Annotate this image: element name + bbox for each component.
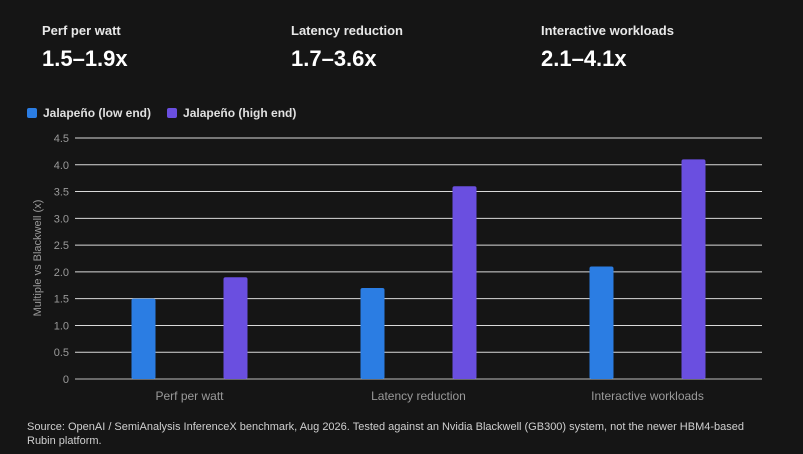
y-tick-label: 4.0 — [54, 160, 69, 172]
y-tick-label: 3.5 — [54, 187, 69, 199]
bar — [589, 266, 614, 379]
stat-value: 1.7–3.6x — [291, 46, 377, 71]
y-tick-label: 4.5 — [54, 133, 69, 145]
x-tick-label: Interactive workloads — [591, 389, 704, 403]
y-axis-label: Multiple vs Blackwell (x) — [32, 200, 44, 317]
stat-label: Interactive workloads — [541, 23, 674, 38]
y-tick-label: 2.5 — [54, 240, 69, 252]
y-tick-label: 1.5 — [54, 294, 69, 306]
stat-latency-reduction: Latency reduction 1.7–3.6x — [291, 22, 403, 72]
bar — [452, 186, 477, 379]
source-note: Source: OpenAI / SemiAnalysis InferenceX… — [27, 421, 744, 447]
legend-label: Jalapeño (high end) — [183, 106, 297, 120]
chart-legend: Jalapeño (low end) Jalapeño (high end) — [27, 106, 296, 120]
legend-item-low-end: Jalapeño (low end) — [27, 106, 151, 120]
y-tick-label: 1.0 — [54, 320, 69, 332]
x-tick-label: Latency reduction — [371, 389, 466, 403]
stat-interactive-workloads: Interactive workloads 2.1–4.1x — [541, 22, 674, 72]
stat-value: 2.1–4.1x — [541, 46, 627, 71]
x-tick-label: Perf per watt — [155, 389, 224, 403]
stats-row: Perf per watt 1.5–1.9x Latency reduction… — [0, 0, 803, 80]
stat-label: Latency reduction — [291, 23, 403, 38]
y-tick-label: 3.0 — [54, 213, 69, 225]
bar — [681, 159, 706, 379]
bar — [223, 277, 248, 379]
stat-label: Perf per watt — [42, 23, 121, 38]
bar — [131, 298, 156, 379]
legend-label: Jalapeño (low end) — [43, 106, 152, 120]
y-tick-label: 0.5 — [54, 347, 69, 359]
bar — [360, 287, 385, 379]
legend-swatch-high-end — [167, 108, 178, 118]
y-tick-label: 2.0 — [54, 267, 69, 279]
y-tick-label: 0 — [63, 374, 69, 386]
stat-value: 1.5–1.9x — [42, 46, 128, 71]
legend-swatch-low-end — [27, 108, 37, 118]
stat-perf-per-watt: Perf per watt 1.5–1.9x — [42, 22, 128, 72]
legend-item-high-end: Jalapeño (high end) — [167, 106, 296, 120]
